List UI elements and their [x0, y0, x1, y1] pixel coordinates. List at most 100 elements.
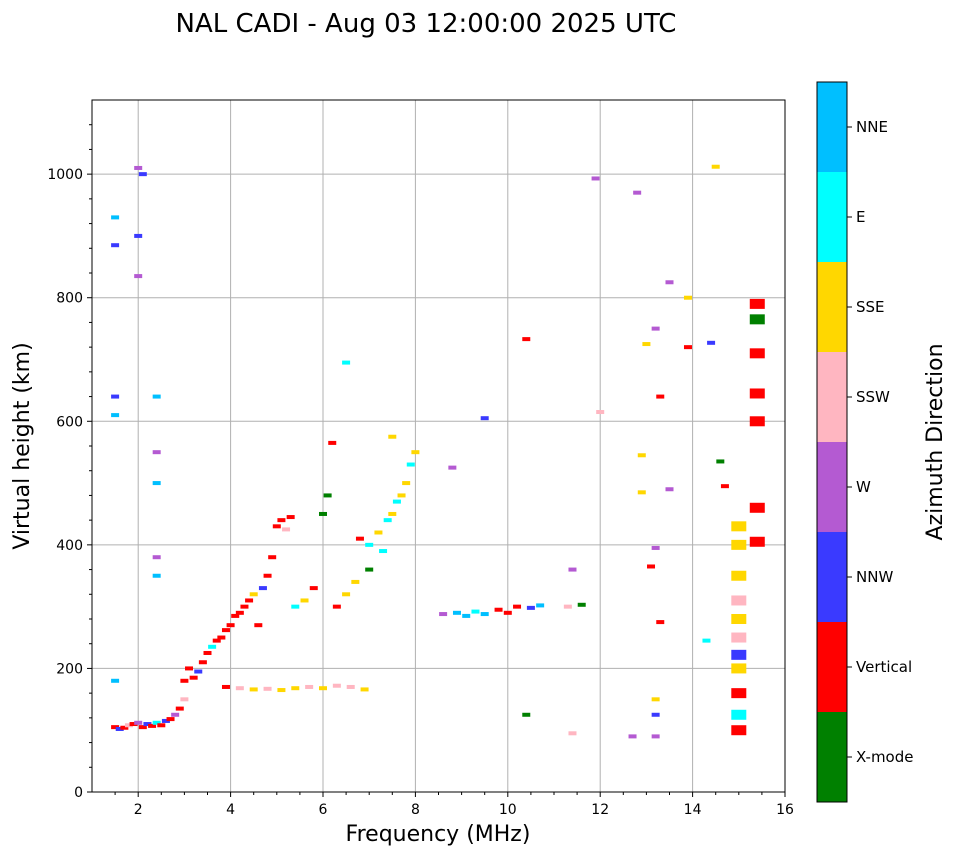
data-point [749, 502, 765, 513]
data-point [152, 481, 161, 486]
data-point [328, 440, 337, 445]
data-point [656, 394, 665, 399]
data-point [749, 416, 765, 427]
data-point [323, 493, 332, 498]
data-point [536, 603, 545, 608]
data-point [212, 638, 221, 643]
data-point [716, 459, 725, 464]
x-tick-label: 16 [776, 802, 794, 818]
data-point [406, 462, 415, 467]
data-point [245, 598, 254, 603]
data-point [522, 712, 531, 717]
data-point [198, 660, 207, 665]
colorbar-swatch [817, 262, 847, 352]
data-point [166, 717, 175, 722]
data-point [683, 345, 692, 350]
data-point [568, 731, 577, 736]
data-point [115, 726, 124, 731]
data-point [402, 481, 411, 486]
data-point [749, 298, 765, 309]
data-point [494, 607, 503, 612]
data-point [175, 706, 184, 711]
colorbar-swatch [817, 352, 847, 442]
data-point [749, 388, 765, 399]
data-point [637, 490, 646, 495]
data-point [731, 688, 747, 699]
data-point [309, 586, 318, 591]
data-point [277, 688, 286, 693]
colorbar-label: X-mode [856, 748, 913, 766]
data-point [731, 539, 747, 550]
data-point [439, 612, 448, 617]
data-point [240, 604, 249, 609]
data-point [189, 675, 198, 680]
data-point [522, 337, 531, 342]
data-point [397, 493, 406, 498]
data-point [111, 394, 120, 399]
data-point [254, 623, 263, 628]
x-tick-label: 4 [226, 802, 235, 818]
data-point [235, 686, 244, 691]
data-point [111, 243, 120, 248]
data-point [665, 487, 674, 492]
data-point [263, 573, 272, 578]
data-point [749, 536, 765, 547]
data-point [111, 413, 120, 418]
data-point [642, 342, 651, 347]
data-point [134, 720, 143, 725]
data-point [152, 394, 161, 399]
data-point [180, 678, 189, 683]
colorbar-swatch [817, 172, 847, 262]
data-point [194, 669, 203, 674]
x-tick-label: 8 [411, 802, 420, 818]
data-point [138, 725, 147, 730]
x-tick-label: 2 [134, 802, 143, 818]
data-point [596, 410, 605, 415]
data-point [480, 416, 489, 421]
colorbar-swatch [817, 82, 847, 172]
data-point [388, 434, 397, 439]
data-point [134, 274, 143, 279]
colorbar-label: NNW [856, 568, 893, 586]
data-point [161, 718, 170, 723]
y-tick-label: 1000 [47, 167, 83, 183]
colorbar: X-mode Vertical NNW W SSW SSE E NNE [816, 81, 913, 803]
data-point [208, 644, 217, 649]
x-tick-label: 12 [591, 802, 609, 818]
data-point [392, 499, 401, 504]
data-point [651, 734, 660, 739]
data-point [731, 649, 747, 660]
data-point [365, 567, 374, 572]
data-point [272, 524, 281, 529]
colorbar-label: SSE [856, 298, 885, 316]
y-axis-label: Virtual height (km) [10, 342, 35, 549]
data-point [203, 650, 212, 655]
data-point [185, 666, 194, 671]
data-point [268, 555, 277, 560]
data-point [157, 723, 166, 728]
y-tick-label: 600 [56, 414, 83, 430]
data-point [286, 515, 295, 520]
y-tick-label: 400 [56, 538, 83, 554]
data-point [360, 687, 369, 692]
colorbar-label: W [856, 478, 871, 496]
data-point [379, 549, 388, 554]
data-point [731, 521, 747, 532]
data-point [651, 697, 660, 702]
chart-title: NAL CADI - Aug 03 12:00:00 2025 UTC [176, 9, 677, 39]
data-point [124, 723, 133, 728]
data-point [526, 605, 535, 610]
data-point [707, 340, 716, 345]
colorbar-swatch [817, 442, 847, 532]
data-point [226, 623, 235, 628]
data-point [342, 360, 351, 365]
data-point [633, 190, 642, 195]
data-point [591, 176, 600, 181]
data-point [731, 725, 747, 736]
data-point [319, 686, 327, 691]
data-point [749, 348, 765, 359]
data-point [258, 586, 267, 591]
data-point [628, 734, 637, 739]
x-tick-label: 14 [684, 802, 702, 818]
